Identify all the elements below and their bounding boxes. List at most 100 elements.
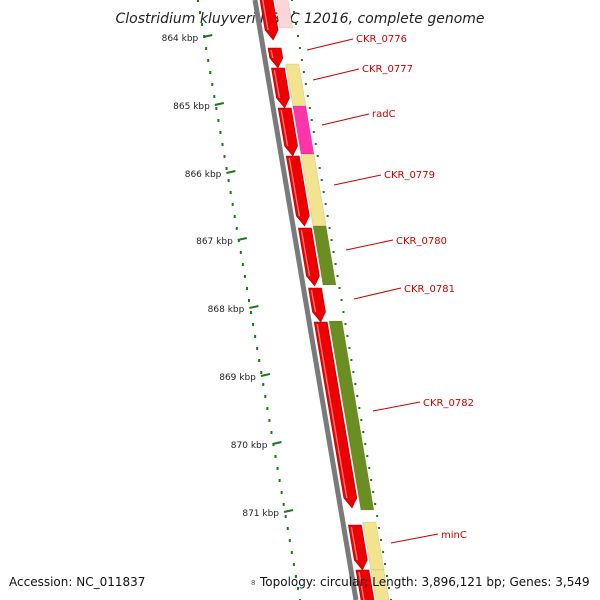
ruler-dot xyxy=(209,71,212,74)
inner-dot xyxy=(384,563,387,565)
inner-dot xyxy=(382,551,385,553)
inner-dot xyxy=(291,0,293,1)
gene-labels: CKR_0776 CKR_0777 radC CKR_0779 CKR_0780 CKR_… xyxy=(306,34,474,544)
inner-dot xyxy=(372,491,375,493)
gene-leader-line xyxy=(312,68,360,81)
ruler-dot xyxy=(288,539,291,542)
gene-leader-line xyxy=(372,401,421,412)
gene-label-CKR_0781[interactable]: CKR_0781 xyxy=(404,284,455,295)
ruler-dot xyxy=(296,587,299,590)
tick-label: 869 kbp xyxy=(219,373,256,383)
gene-band-CKR_0780 xyxy=(312,225,337,286)
inner-dot xyxy=(368,467,371,469)
inner-dot xyxy=(370,479,373,481)
inner-dot xyxy=(338,287,341,289)
scale-tick xyxy=(237,237,248,241)
gene-highlight xyxy=(300,229,311,277)
gene-leader-line xyxy=(321,113,370,126)
inner-dot xyxy=(300,59,303,61)
ruler-dot xyxy=(278,479,281,482)
ruler-dot xyxy=(250,311,253,314)
gene-label-CKR_0782[interactable]: CKR_0782 xyxy=(423,398,474,409)
ruler-dot xyxy=(294,575,297,578)
ruler-dot xyxy=(252,323,255,326)
inner-dot xyxy=(364,443,367,445)
inner-dot xyxy=(334,263,337,265)
gene-leader-line xyxy=(353,287,402,300)
ruler-dot xyxy=(264,395,267,398)
inner-dot xyxy=(366,455,369,457)
scale-ticks: 864 kbp 865 kbp 866 kbp 867 kbp 868 kbp 869 k… xyxy=(162,34,294,519)
ruler-dot xyxy=(282,503,285,506)
tick-label: 870 kbp xyxy=(231,441,268,451)
inner-dot xyxy=(378,527,381,529)
ruler-dot xyxy=(280,491,283,494)
inner-dot xyxy=(362,431,365,433)
tick-label: 871 kbp xyxy=(242,509,279,519)
ruler-dot xyxy=(254,335,257,338)
gene-label-radC[interactable]: radC xyxy=(372,109,396,120)
gene-leader-line xyxy=(390,533,439,544)
map-title: Clostridium kluyveri NBRC 12016, complet… xyxy=(115,11,484,27)
inner-dot xyxy=(346,335,349,337)
ruler-dot xyxy=(205,47,208,50)
inner-dot xyxy=(308,107,311,109)
inner-dot xyxy=(388,587,391,589)
inner-dot xyxy=(292,11,295,13)
gene-label-CKR_0776[interactable]: CKR_0776 xyxy=(356,34,407,45)
inner-dot xyxy=(348,347,351,349)
ruler-dot xyxy=(286,527,289,530)
inner-dot xyxy=(358,407,361,409)
ruler-dot xyxy=(270,431,273,434)
ruler-dot xyxy=(284,515,287,518)
inner-dot xyxy=(356,395,359,397)
inner-dot xyxy=(360,419,363,421)
scale-tick xyxy=(214,102,225,106)
ruler-dot xyxy=(223,155,226,158)
ruler-dot xyxy=(231,203,234,206)
gene-highlight xyxy=(316,323,348,499)
ruler-dot xyxy=(219,131,222,134)
scale-tick xyxy=(260,373,271,377)
gene-highlight xyxy=(280,109,289,147)
gene-highlight xyxy=(350,526,358,561)
inner-dot xyxy=(380,539,383,541)
scale-tick xyxy=(283,509,294,513)
gene-label-minC[interactable]: minC xyxy=(441,530,467,541)
gene-highlight xyxy=(310,289,317,313)
inner-dot xyxy=(306,95,309,97)
ruler-dot xyxy=(221,143,224,146)
gene-feature-CKR_0781-cds xyxy=(308,287,326,323)
ruler-dot xyxy=(229,191,232,194)
gene-highlight xyxy=(273,69,281,99)
ruler-dot xyxy=(225,167,228,170)
ruler-dot xyxy=(239,251,242,254)
gene-leader-line xyxy=(345,239,394,251)
gene-label-CKR_0779[interactable]: CKR_0779 xyxy=(384,170,435,181)
ruler-dot xyxy=(217,119,220,122)
gene-band-CKR_0782 xyxy=(328,320,375,511)
ruler-dot xyxy=(241,263,244,266)
ruler-dot xyxy=(215,107,218,110)
inner-dot xyxy=(294,23,297,25)
ruler-dot xyxy=(248,299,250,302)
inner-dot xyxy=(354,383,357,385)
tick-label: 868 kbp xyxy=(208,305,245,315)
scale-tick xyxy=(272,441,282,445)
inner-dot xyxy=(328,227,331,229)
gene-label-CKR_0780[interactable]: CKR_0780 xyxy=(396,236,447,247)
ruler-dot xyxy=(258,359,261,362)
inner-dot xyxy=(340,299,343,301)
gene-label-CKR_0777[interactable]: CKR_0777 xyxy=(362,64,413,75)
gene-leader-line xyxy=(333,174,382,186)
ruler-dot xyxy=(260,371,263,374)
ruler-dot xyxy=(256,347,259,350)
inner-dot xyxy=(342,311,345,313)
ruler-dot xyxy=(199,11,202,14)
tick-label: 865 kbp xyxy=(173,102,210,112)
inner-dot xyxy=(298,47,301,49)
inner-dot xyxy=(332,251,335,253)
tick-label: 864 kbp xyxy=(162,34,199,44)
inner-dot xyxy=(316,155,319,157)
